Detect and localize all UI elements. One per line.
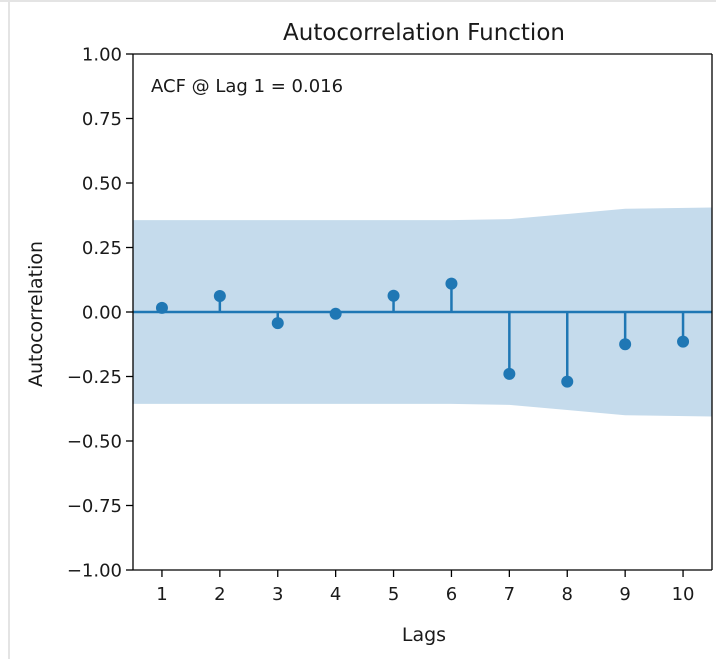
x-tick-label: 4: [330, 584, 341, 605]
chart-title: Autocorrelation Function: [283, 20, 565, 46]
y-tick-label: 0.25: [82, 238, 122, 259]
stem-marker-lag-3: [271, 317, 284, 330]
stem-marker-lag-8: [561, 375, 574, 388]
x-tick-label: 7: [504, 584, 515, 605]
x-axis-label: Lags: [402, 624, 446, 646]
x-tick-label: 6: [446, 584, 457, 605]
stem-marker-lag-2: [213, 290, 226, 303]
x-tick-label: 10: [672, 584, 695, 605]
x-tick-label: 1: [156, 584, 167, 605]
y-tick-label: −0.50: [67, 432, 122, 453]
stems-layer: [155, 277, 690, 388]
x-tick-label: 5: [388, 584, 399, 605]
y-tick-label: −0.25: [67, 367, 122, 388]
x-tick-label: 2: [214, 584, 225, 605]
x-tick-label: 8: [562, 584, 573, 605]
y-tick-label: 0.75: [82, 109, 122, 130]
stem-marker-lag-10: [677, 335, 690, 348]
ticks-layer: 1.00 0.75 0.50 0.25 0.00 −0.25 −0.50 −0.75 −1.00…: [67, 45, 695, 606]
stem-marker-lag-7: [503, 367, 516, 380]
stem-marker-lag-1: [155, 301, 168, 314]
stem-marker-lag-6: [445, 277, 458, 290]
y-tick-label: 1.00: [82, 45, 122, 66]
x-tick-label: 9: [619, 584, 630, 605]
stem-marker-lag-5: [387, 289, 400, 302]
y-tick-label: −1.00: [67, 561, 122, 582]
figure-border-left: [8, 0, 10, 659]
stem-marker-lag-9: [619, 338, 632, 351]
y-tick-label: 0.00: [82, 303, 122, 324]
y-tick-label: 0.50: [82, 174, 122, 195]
stem-marker-lag-4: [329, 307, 342, 320]
acf-annotation: ACF @ Lag 1 = 0.016: [151, 76, 343, 97]
figure-border-top: [0, 0, 716, 2]
x-tick-label: 3: [272, 584, 283, 605]
y-axis-label: Autocorrelation: [25, 241, 47, 387]
y-tick-label: −0.75: [67, 496, 122, 517]
